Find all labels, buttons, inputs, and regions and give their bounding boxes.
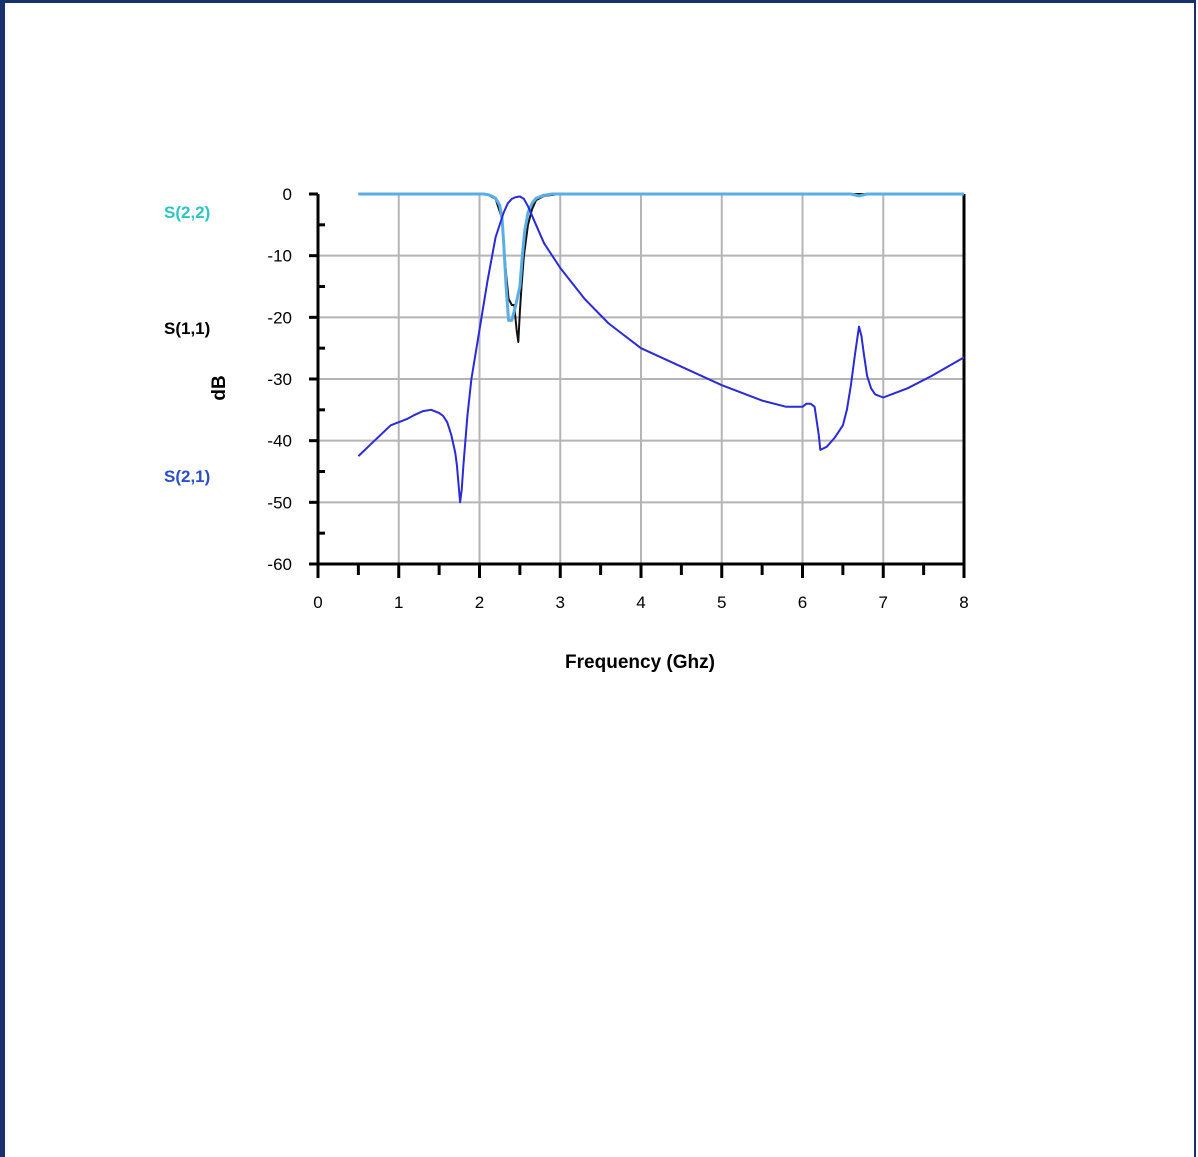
series-lines [357, 192, 965, 504]
x-tick-label: 8 [959, 593, 968, 612]
legend-label-s21: S(2,1) [164, 467, 210, 486]
axes [309, 192, 966, 578]
y-tick-label: -10 [267, 247, 292, 266]
y-tick-label: -60 [267, 555, 292, 574]
x-tick-label: 5 [717, 593, 726, 612]
x-axis-label: Frequency (Ghz) [565, 652, 715, 673]
x-tick-label: 7 [879, 593, 888, 612]
legend-label-s11: S(1,1) [164, 319, 210, 338]
y-tick-label: 0 [283, 185, 292, 204]
x-tick-label: 0 [313, 593, 322, 612]
series-line-s11 [358, 193, 964, 343]
y-tick-labels: 0 -10 -20 -30 -40 -50 -60 [267, 185, 292, 574]
x-tick-label: 3 [556, 593, 565, 612]
y-tick-label: -40 [267, 432, 292, 451]
x-tick-label: 1 [394, 593, 403, 612]
series-line-s21 [357, 195, 965, 504]
series-line-s22 [358, 192, 964, 322]
x-tick-label: 4 [636, 593, 645, 612]
x-tick-labels: 0 1 2 3 4 5 6 7 8 [313, 593, 968, 612]
legend-label-s22: S(2,2) [164, 203, 210, 222]
grid [318, 194, 965, 564]
y-tick-label: -20 [267, 308, 292, 327]
x-tick-label: 2 [475, 593, 484, 612]
y-tick-label: -30 [267, 370, 292, 389]
y-tick-label: -50 [267, 493, 292, 512]
x-tick-label: 6 [798, 593, 807, 612]
y-axis-label: dB [209, 375, 230, 400]
